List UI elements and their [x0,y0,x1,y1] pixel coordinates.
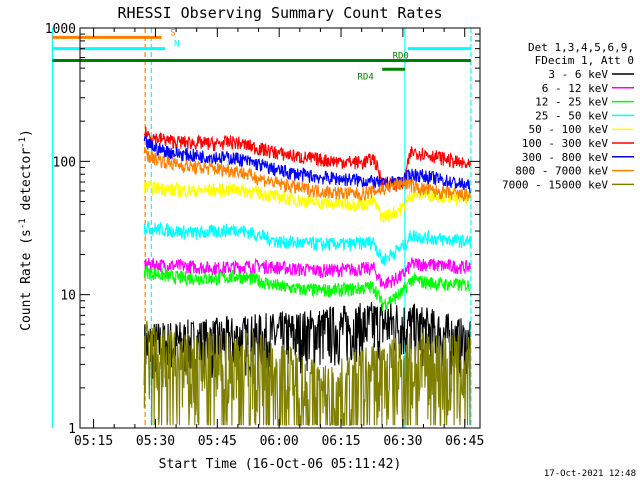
series-line-3 [143,221,471,266]
flag-label-0: S [170,28,175,38]
legend-entry-8: 7000 - 15000 keV [502,178,608,191]
legend-entry-0: 3 - 6 keV [548,68,608,81]
chart-title: RHESSI Observing Summary Count Rates [117,4,442,22]
x-tick-label-5: 06:30 [383,434,422,449]
x-tick-label-3: 06:00 [260,434,299,449]
legend: Det 1,3,4,5,6,9,FDecim 1, Att 03 - 6 keV… [502,41,634,191]
axes: 1 10 100 1000 05:15 05:30 05:45 06:00 06:15 06:30… [45,22,485,449]
legend-entry-3: 25 - 50 keV [535,109,608,122]
y-tick-label-3: 1000 [45,22,76,37]
y-label-part-3: ) [19,129,34,137]
x-tick-label-0: 05:15 [74,434,113,449]
legend-entry-1: 6 - 12 keV [542,82,609,95]
legend-entry-6: 300 - 800 keV [522,151,608,164]
x-axis-label: Start Time (16-Oct-06 05:11:42) [159,457,402,472]
legend-entry-2: 12 - 25 keV [535,96,608,109]
x-tick-label-4: 06:15 [321,434,360,449]
legend-entry-4: 50 - 100 keV [529,123,609,136]
plot-area: SN RD0 RD4 [51,28,472,428]
legend-header-1: FDecim 1, Att 0 [535,54,634,67]
y-label-sup-1: -1 [18,218,28,229]
y-axis-label: Count Rate (s-1 detector-1) [18,129,34,331]
flag-label-1: N [174,40,179,50]
legend-entry-5: 100 - 300 keV [522,137,608,150]
y-label-part-1: Count Rate (s [19,229,34,331]
y-label-part-2: detector [19,148,34,219]
x-tick-label-1: 05:30 [136,434,175,449]
y-label-sup-2: -1 [18,137,28,148]
y-tick-label-2: 100 [53,155,76,170]
x-tick-label-2: 05:45 [198,434,237,449]
series-line-2 [143,265,471,311]
flag-label-2: RD0 [393,52,409,62]
legend-entry-7: 800 - 7000 keV [515,165,608,178]
series-line-0 [143,301,471,386]
series-line-8 [143,320,471,426]
series-line-7 [143,147,471,202]
y-tick-label-1: 10 [60,289,76,304]
series-line-5 [143,126,471,192]
series-line-4 [143,180,471,223]
legend-header-0: Det 1,3,4,5,6,9, [528,41,634,54]
flag-label-3: RD4 [358,72,374,82]
x-tick-label-6: 06:45 [445,434,484,449]
footer-timestamp: 17-Oct-2021 12:48 [544,469,636,479]
y-tick-label-0: 1 [68,422,76,437]
series-line-1 [143,257,471,289]
plot-frame [79,27,481,429]
